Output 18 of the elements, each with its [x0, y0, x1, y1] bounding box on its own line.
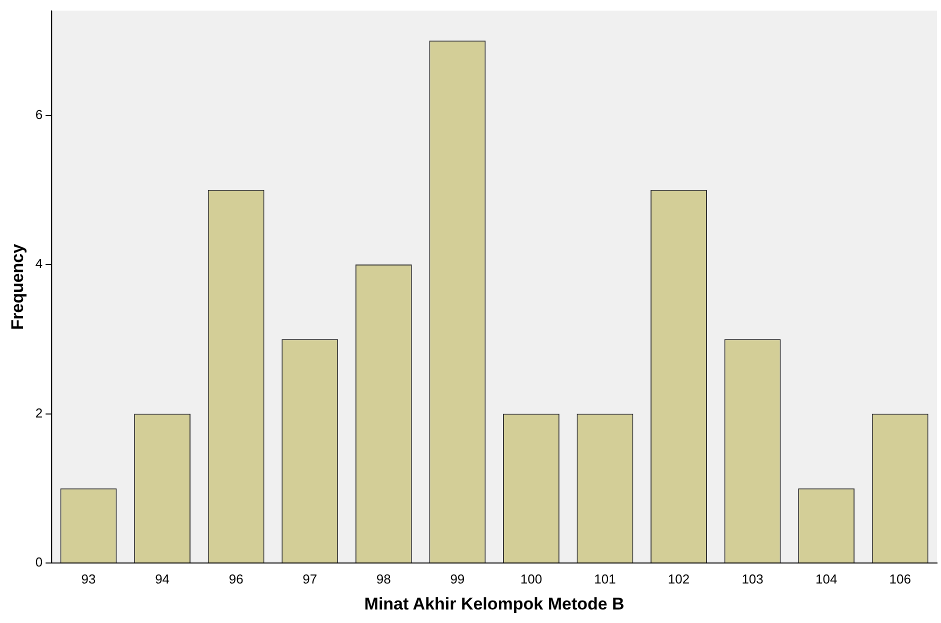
x-tick-label: 104: [815, 571, 838, 586]
y-tick-label: 4: [35, 256, 43, 272]
x-axis-title: Minat Akhir Kelompok Metode B: [364, 594, 624, 614]
y-tick-label: 2: [35, 405, 43, 420]
x-tick-label: 93: [81, 571, 96, 586]
x-tick-label: 98: [376, 571, 391, 586]
y-tick-label: 6: [35, 106, 43, 122]
x-tick-label: 106: [889, 571, 911, 586]
y-axis-title: Frequency: [8, 243, 27, 330]
y-tick-label: 0: [35, 554, 43, 570]
x-tick-label: 99: [450, 571, 465, 586]
x-tick-label: 102: [668, 571, 690, 586]
x-tick-label: 94: [155, 571, 170, 586]
x-tick-label: 96: [228, 571, 244, 586]
x-tick-label: 100: [520, 571, 542, 586]
x-tick-label: 103: [742, 571, 764, 586]
x-tick-label: 97: [302, 571, 318, 586]
x-tick-label: 101: [594, 571, 616, 586]
